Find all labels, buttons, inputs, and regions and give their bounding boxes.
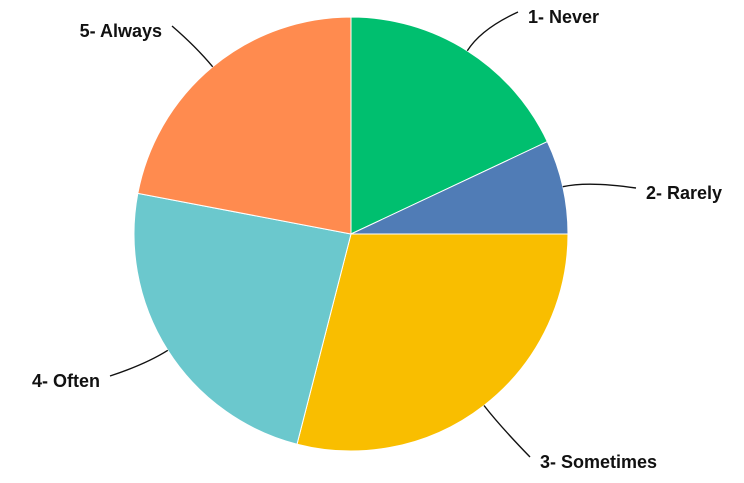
slice-label-4-often: 4- Often	[32, 371, 100, 391]
slice-labels: 1- Never 2- Rarely 3- Sometimes 4- Often 5- …	[32, 7, 722, 472]
slice-label-5-always: 5- Always	[80, 21, 162, 41]
leader-line-5-always	[171, 25, 214, 68]
leader-lines	[109, 11, 637, 458]
pie-slices	[133, 16, 569, 452]
pie-slice-3-sometimes	[296, 233, 569, 452]
slice-label-2-rarely: 2- Rarely	[646, 183, 722, 203]
leader-line-3-sometimes	[483, 405, 531, 458]
leader-line-2-rarely	[562, 183, 637, 189]
leader-line-1-never	[466, 11, 519, 52]
slice-label-1-never: 1- Never	[528, 7, 599, 27]
slice-label-3-sometimes: 3- Sometimes	[540, 452, 657, 472]
leader-line-4-often	[109, 349, 169, 377]
pie-slice-5-always	[137, 16, 352, 235]
pie-slice-4-often	[133, 192, 352, 445]
